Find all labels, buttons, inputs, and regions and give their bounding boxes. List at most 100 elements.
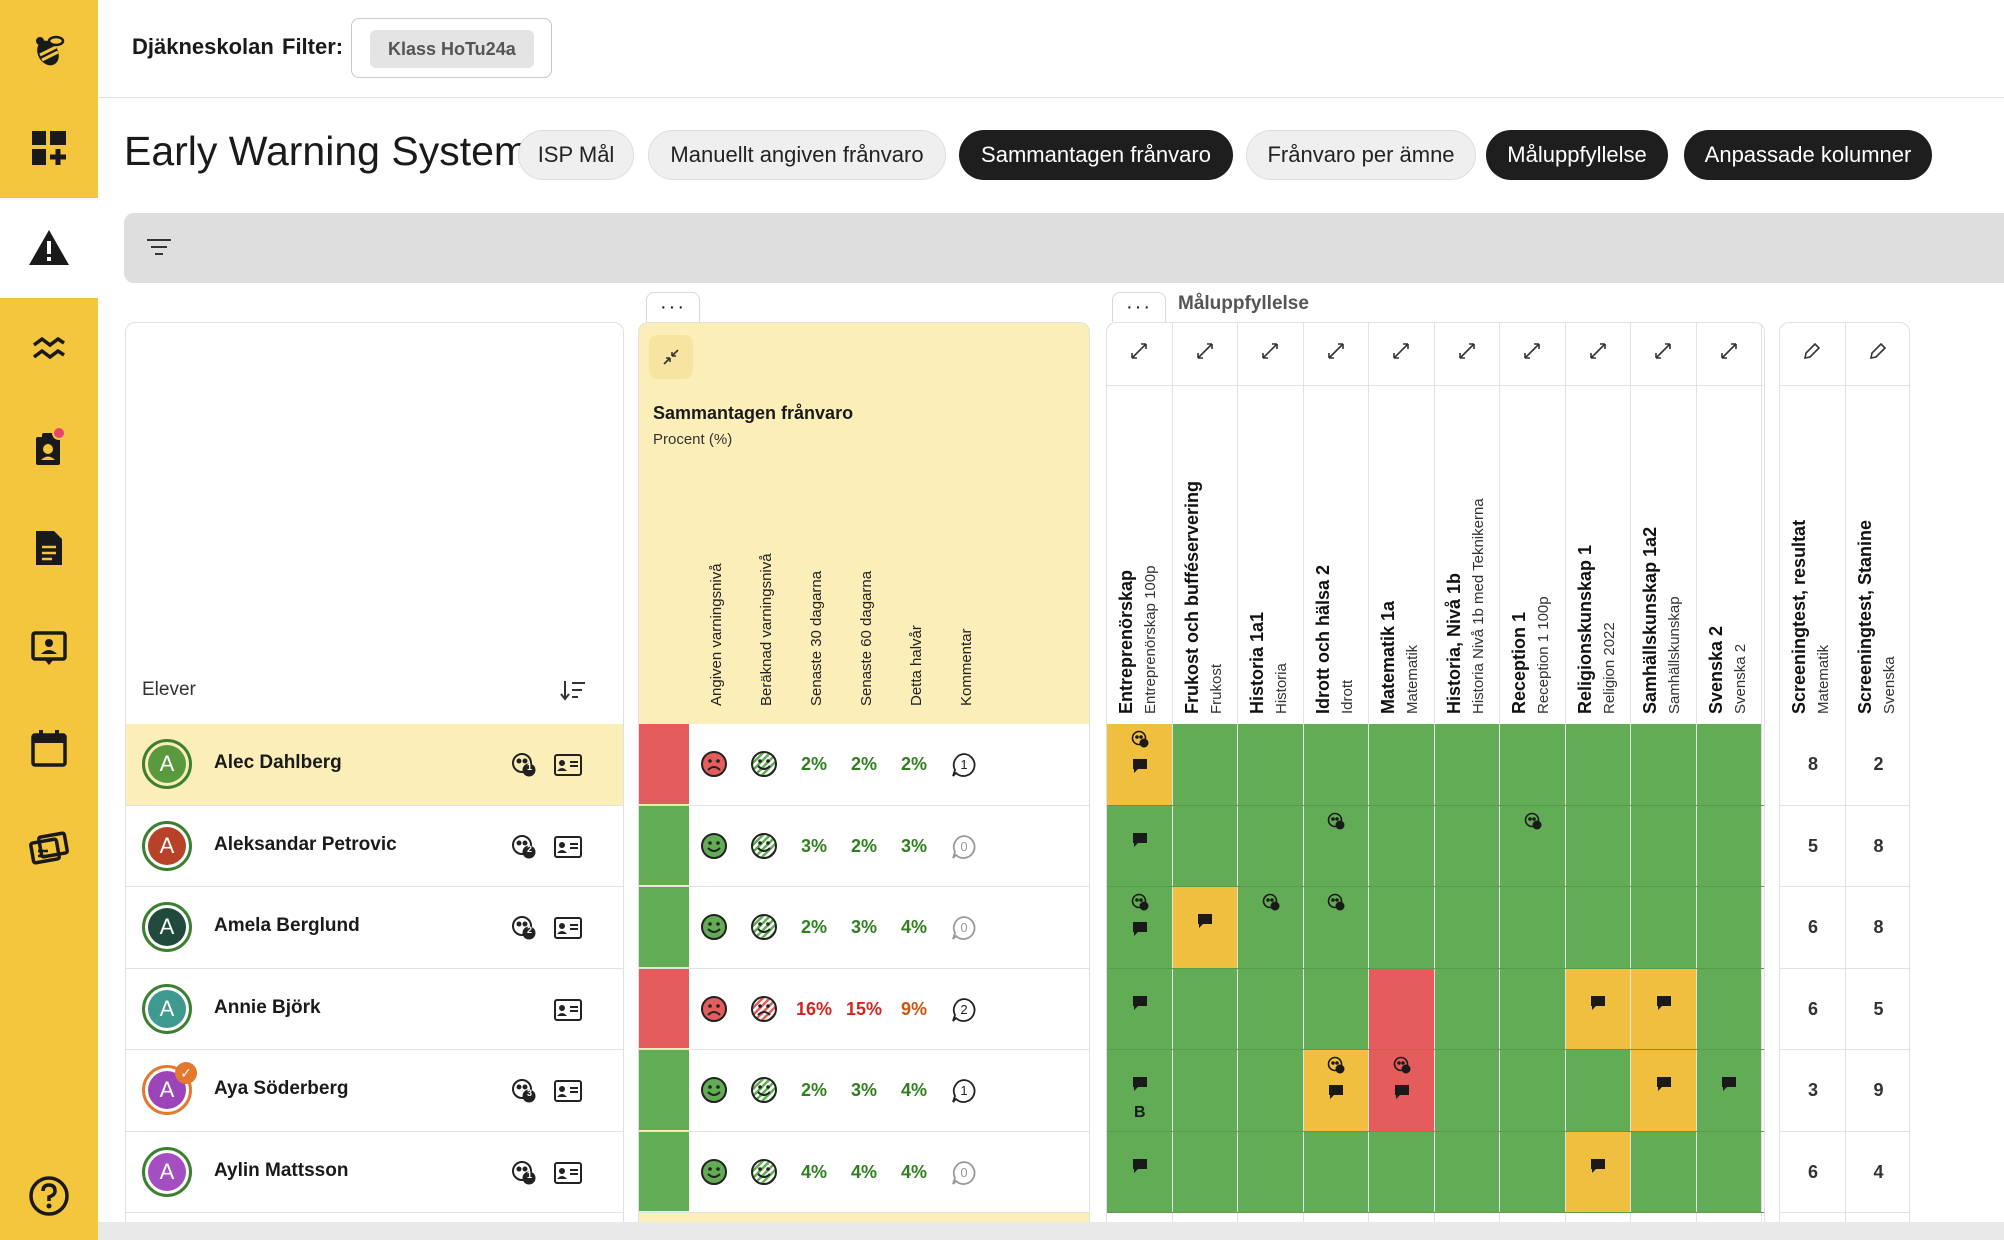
- student-badge-icon[interactable]: [0, 398, 98, 498]
- expand-column-button[interactable]: [1326, 341, 1346, 361]
- tab-anpassade-kolumner[interactable]: Anpassade kolumner: [1684, 130, 1932, 180]
- tab-måluppfyllelse[interactable]: Måluppfyllelse: [1486, 130, 1668, 180]
- profile-card-icon[interactable]: [554, 1161, 582, 1184]
- sort-icon[interactable]: [560, 679, 586, 701]
- warning-icon[interactable]: [0, 198, 98, 298]
- edit-column-button[interactable]: [1802, 341, 1822, 361]
- goal-cell[interactable]: [1369, 805, 1434, 886]
- filter-box[interactable]: Klass HoTu24a: [351, 18, 552, 78]
- filter-lines-icon[interactable]: [146, 237, 172, 257]
- warning-level-cell[interactable]: [639, 805, 689, 885]
- goal-cell[interactable]: [1565, 805, 1630, 886]
- goal-cell[interactable]: [1434, 805, 1499, 886]
- expand-column-button[interactable]: [1653, 341, 1673, 361]
- comment-button[interactable]: 0: [951, 834, 977, 860]
- goal-cell[interactable]: [1303, 968, 1368, 1049]
- profile-card-icon[interactable]: [554, 754, 582, 776]
- goal-cell[interactable]: [1238, 1131, 1303, 1212]
- expand-column-button[interactable]: [1195, 341, 1215, 361]
- tab-sammantagen-frånvaro[interactable]: Sammantagen frånvaro: [959, 130, 1233, 180]
- warning-level-cell[interactable]: [639, 968, 689, 1048]
- tab-frånvaro-per-ämne[interactable]: Frånvaro per ämne: [1246, 130, 1476, 180]
- expand-column-button[interactable]: [1391, 341, 1411, 361]
- goal-cell[interactable]: [1238, 805, 1303, 886]
- goal-cell[interactable]: [1696, 968, 1761, 1049]
- goal-cell[interactable]: [1369, 1131, 1434, 1212]
- goal-cell[interactable]: [1696, 1050, 1761, 1131]
- tab-isp-mål[interactable]: ISP Mål: [518, 130, 634, 180]
- help-icon[interactable]: [0, 1146, 98, 1240]
- horizontal-scrollbar[interactable]: [98, 1222, 2004, 1240]
- goal-cell[interactable]: [1107, 724, 1172, 805]
- goal-cell[interactable]: [1631, 887, 1696, 968]
- avatar[interactable]: A: [142, 902, 192, 952]
- goal-cell[interactable]: [1303, 1050, 1368, 1131]
- student-name[interactable]: Annie Björk: [214, 996, 321, 1018]
- avatar[interactable]: A: [142, 739, 192, 789]
- warning-level-cell[interactable]: [639, 1050, 689, 1130]
- goal-cell[interactable]: [1434, 1050, 1499, 1131]
- profile-card-icon[interactable]: [554, 1080, 582, 1102]
- goal-cell[interactable]: [1631, 1131, 1696, 1212]
- goal-cell[interactable]: [1696, 724, 1761, 805]
- filter-bar[interactable]: [124, 213, 2004, 283]
- comment-button[interactable]: 0: [951, 1160, 977, 1186]
- goal-cell[interactable]: [1500, 1050, 1565, 1131]
- goal-cell[interactable]: [1238, 887, 1303, 968]
- student-row[interactable]: A ✓ Aya Söderberg 3: [126, 1050, 623, 1132]
- profile-card-icon[interactable]: [554, 835, 582, 858]
- goal-cell[interactable]: [1434, 887, 1499, 968]
- student-row[interactable]: A Aleksandar Petrovic 2: [126, 806, 623, 888]
- avatar[interactable]: A: [142, 820, 192, 871]
- goal-cell[interactable]: [1500, 805, 1565, 886]
- comment-button[interactable]: 1: [951, 1078, 977, 1104]
- goal-cell[interactable]: [1369, 887, 1434, 968]
- goal-cell[interactable]: [1500, 887, 1565, 968]
- goal-cell[interactable]: [1107, 1131, 1172, 1212]
- goal-cell[interactable]: [1303, 1131, 1368, 1212]
- warning-level-cell[interactable]: [639, 724, 689, 804]
- goal-cell[interactable]: [1500, 724, 1565, 805]
- tab-manuellt-angiven-frånvaro[interactable]: Manuellt angiven frånvaro: [648, 130, 946, 180]
- support-icon[interactable]: 3: [511, 1078, 537, 1104]
- goal-cell[interactable]: [1172, 805, 1237, 886]
- collapse-button[interactable]: [649, 335, 693, 379]
- goal-cell[interactable]: [1565, 968, 1630, 1049]
- tickets-icon[interactable]: [0, 798, 98, 898]
- student-row[interactable]: A Annie Björk: [126, 969, 623, 1051]
- student-name[interactable]: Aleksandar Petrovic: [214, 833, 397, 855]
- contact-card-icon[interactable]: [0, 598, 98, 698]
- student-name[interactable]: Aylin Mattsson: [214, 1159, 349, 1181]
- goal-cell[interactable]: [1434, 724, 1499, 805]
- goal-cell[interactable]: [1631, 1050, 1696, 1131]
- support-icon[interactable]: 1: [511, 1160, 537, 1186]
- absence-more-button[interactable]: ···: [646, 292, 700, 322]
- goal-cell[interactable]: [1631, 968, 1696, 1049]
- goal-cell[interactable]: [1107, 968, 1172, 1049]
- goal-cell[interactable]: [1434, 968, 1499, 1049]
- trend-icon[interactable]: [0, 298, 98, 398]
- warning-level-cell[interactable]: [639, 887, 689, 967]
- student-row[interactable]: A Amela Berglund 2: [126, 887, 623, 969]
- goal-cell[interactable]: [1500, 1131, 1565, 1212]
- goal-cell[interactable]: [1565, 887, 1630, 968]
- support-icon[interactable]: 2: [511, 834, 537, 860]
- goal-cell[interactable]: [1631, 805, 1696, 886]
- expand-column-button[interactable]: [1129, 341, 1149, 361]
- goal-cell[interactable]: [1172, 968, 1237, 1049]
- comment-button[interactable]: 2: [951, 997, 977, 1023]
- goal-cell[interactable]: [1696, 805, 1761, 886]
- comment-button[interactable]: 0: [951, 915, 977, 941]
- goal-cell[interactable]: [1303, 805, 1368, 886]
- expand-column-button[interactable]: [1588, 341, 1608, 361]
- goal-cell[interactable]: [1172, 887, 1237, 968]
- goal-more-button[interactable]: ···: [1112, 292, 1166, 322]
- profile-card-icon[interactable]: [554, 998, 582, 1021]
- goal-cell[interactable]: [1107, 805, 1172, 886]
- goal-cell[interactable]: [1369, 968, 1434, 1049]
- goal-cell[interactable]: [1238, 968, 1303, 1049]
- goal-cell[interactable]: [1500, 968, 1565, 1049]
- support-icon[interactable]: 1: [511, 752, 537, 778]
- student-name[interactable]: Amela Berglund: [214, 915, 360, 936]
- goal-cell[interactable]: [1565, 1050, 1630, 1131]
